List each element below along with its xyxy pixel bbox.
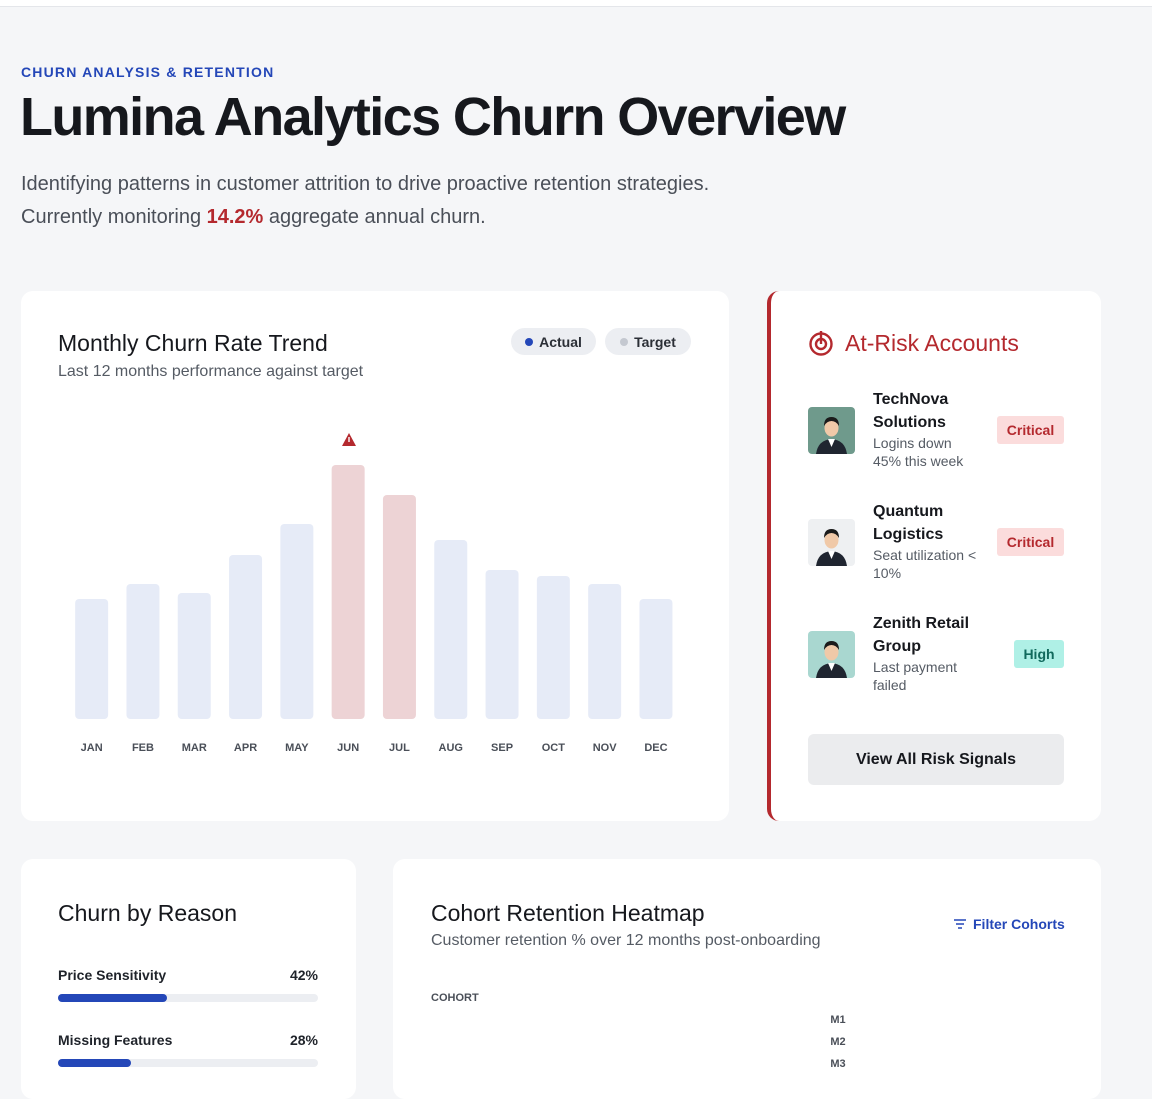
top-bar: [0, 0, 1152, 7]
row-label: M1: [830, 1014, 846, 1026]
bar: [75, 599, 109, 719]
row-label: M2: [830, 1036, 846, 1048]
x-tick-label: JUN: [337, 742, 359, 754]
progress-track: [58, 994, 318, 1002]
account-info: TechNova Solutions Logins down 45% this w…: [873, 388, 983, 470]
x-tick-label: APR: [234, 742, 257, 754]
x-tick-label: MAR: [182, 742, 207, 754]
bar: [536, 576, 570, 719]
filter-button[interactable]: Filter Cohorts: [953, 916, 1065, 932]
card-title: Churn by Reason: [58, 900, 237, 926]
account-info: Zenith Retail Group Last payment failed: [873, 612, 983, 694]
legend-actual[interactable]: Actual: [511, 328, 596, 355]
status-badge: Critical: [997, 528, 1064, 556]
x-tick-label: SEP: [491, 742, 513, 754]
x-tick-label: AUG: [439, 742, 463, 754]
account-name: TechNova Solutions: [873, 391, 949, 431]
bar: [331, 465, 365, 719]
bar: [434, 540, 468, 719]
x-tick-label: JUL: [389, 742, 410, 754]
x-tick-label: MAY: [285, 742, 309, 754]
bar: [382, 495, 416, 719]
card-subtitle: Customer retention % over 12 months post…: [431, 932, 821, 949]
card-title: Monthly Churn Rate Trend: [58, 330, 328, 356]
avatar: [808, 407, 855, 454]
bar: [126, 584, 160, 719]
x-tick-label: FEB: [132, 742, 154, 754]
x-tick-label: NOV: [593, 742, 618, 754]
account-name: Quantum Logistics: [873, 503, 944, 543]
status-badge: High: [1014, 640, 1064, 668]
legend-target[interactable]: Target: [605, 328, 691, 355]
view-all-button[interactable]: View All Risk Signals: [808, 734, 1064, 785]
row-label: M3: [830, 1058, 846, 1070]
account-note: Last payment failed: [873, 659, 958, 693]
description-text: Identifying patterns in customer attriti…: [21, 173, 710, 228]
x-tick-label: JAN: [81, 742, 103, 754]
eyebrow: CHURN ANALYSIS & RETENTION: [21, 64, 275, 80]
avatar: [808, 519, 855, 566]
legend-label: Actual: [539, 333, 582, 350]
bar: [588, 584, 622, 719]
warning-icon: [348, 437, 350, 442]
progress-bar: [58, 994, 168, 1002]
description-text: aggregate annual churn.: [263, 206, 486, 228]
card-title: Cohort Retention Heatmap: [431, 900, 705, 926]
card-subtitle: Last 12 months performance against targe…: [58, 363, 364, 380]
reason-value: 42%: [289, 967, 318, 983]
account-info: Quantum Logistics Seat utilization < 10%: [873, 500, 983, 582]
legend-label: Target: [634, 333, 676, 350]
legend-dot: [525, 337, 534, 346]
account-note: Seat utilization < 10%: [873, 547, 977, 581]
target-icon: [809, 331, 833, 356]
card-title: At-Risk Accounts: [845, 330, 1019, 356]
x-tick-label: OCT: [542, 742, 566, 754]
account-note: Logins down 45% this week: [873, 435, 964, 469]
avatar: [808, 631, 855, 678]
account-name: Zenith Retail Group: [873, 615, 970, 655]
bar: [280, 524, 314, 719]
progress-track: [58, 1059, 318, 1067]
bar: [229, 555, 263, 719]
legend-dot: [620, 337, 629, 346]
reason-label: Price Sensitivity: [58, 967, 167, 983]
bar: [485, 570, 519, 719]
description: Identifying patterns in customer attriti…: [21, 168, 741, 234]
filter-icon: [954, 919, 966, 929]
avatar-figure: [816, 641, 847, 678]
reason-value: 28%: [289, 1032, 318, 1048]
filter-label: Filter Cohorts: [973, 916, 1065, 932]
x-tick-label: DEC: [644, 742, 667, 754]
status-badge: Critical: [997, 416, 1064, 444]
trend-card: [21, 291, 729, 821]
page-title: Lumina Analytics Churn Overview: [20, 87, 846, 147]
avatar-figure: [816, 417, 847, 454]
avatar-figure: [816, 529, 847, 566]
column-header: COHORT: [431, 992, 479, 1004]
heatmap-card: [393, 859, 1101, 1099]
progress-bar: [58, 1059, 131, 1067]
bar: [177, 593, 211, 719]
reason-label: Missing Features: [58, 1032, 173, 1048]
bar: [639, 599, 673, 719]
churn-highlight: 14.2%: [206, 206, 264, 228]
